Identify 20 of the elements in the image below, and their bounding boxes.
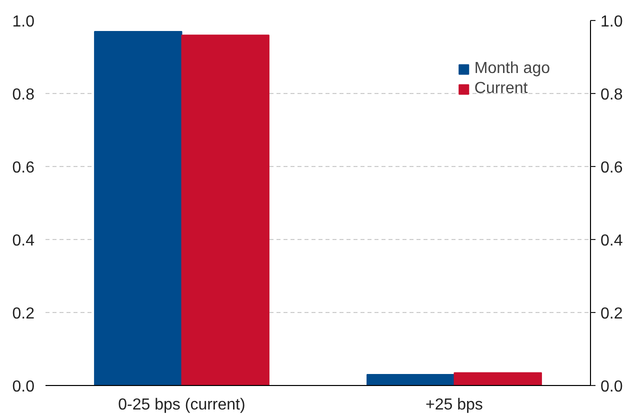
y-tick-label: 0.4 — [12, 232, 35, 250]
y2-tick-label: 0.4 — [600, 232, 623, 250]
x-tick-label: 0-25 bps (current) — [118, 396, 246, 414]
y2-tick-label: 0.6 — [600, 160, 623, 176]
bar — [94, 30, 182, 386]
y-tick-label: 0.6 — [12, 160, 35, 176]
legend-label: Current — [474, 80, 528, 98]
y2-tick-label: 1.0 — [600, 14, 623, 30]
y-tick-label: 0.2 — [12, 306, 35, 322]
y2-tick-label: 0.8 — [600, 86, 623, 104]
y-tick-label: 1.0 — [12, 14, 35, 30]
bar — [366, 374, 455, 386]
y-tick-label: 0.0 — [12, 378, 35, 396]
y2-tick-label: 0.0 — [600, 378, 623, 396]
bar — [181, 34, 270, 386]
y2-tick-label: 0.2 — [600, 306, 623, 322]
y-tick-label: 0.8 — [12, 86, 35, 104]
x-tick-label: +25 bps — [426, 396, 483, 414]
bar — [454, 372, 542, 386]
legend-label: Month ago — [474, 60, 550, 78]
